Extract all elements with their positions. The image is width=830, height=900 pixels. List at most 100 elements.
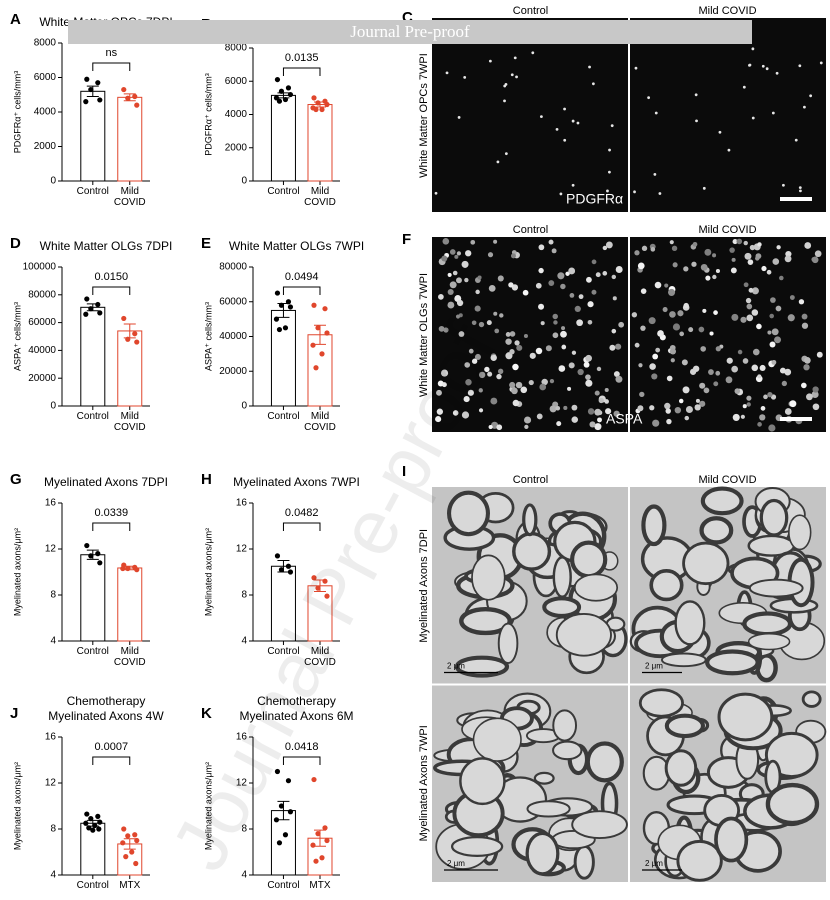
cell <box>615 343 622 350</box>
cell <box>583 361 590 368</box>
cell <box>694 93 698 97</box>
chart-title: Chemotherapy <box>257 694 336 708</box>
cell <box>727 148 731 152</box>
significance-bracket <box>92 286 131 295</box>
y-tick-label: 40000 <box>219 331 247 342</box>
cell <box>563 138 567 142</box>
axon <box>552 740 583 761</box>
cell <box>715 268 720 274</box>
chart-title: Chemotherapy <box>67 694 146 708</box>
panel-letter: I <box>402 463 406 480</box>
cell <box>812 403 820 411</box>
cell <box>631 312 638 318</box>
cell <box>606 189 609 193</box>
cell <box>560 283 566 290</box>
cell <box>674 406 682 414</box>
cell <box>801 322 809 329</box>
cell <box>772 258 780 265</box>
cell <box>611 328 617 334</box>
axon <box>472 717 522 762</box>
bar <box>270 309 296 407</box>
data-point <box>315 325 321 331</box>
cell <box>488 284 496 292</box>
cell <box>683 302 689 309</box>
error-bar <box>123 838 136 850</box>
cell <box>681 359 688 366</box>
cell <box>555 128 559 131</box>
cell <box>484 366 490 373</box>
cell <box>486 320 492 326</box>
cell <box>803 364 810 371</box>
cell <box>587 301 594 308</box>
error-bar <box>277 92 290 99</box>
cell <box>541 378 548 386</box>
cell <box>806 393 813 401</box>
x-tick-label: Mild COVID <box>113 646 146 668</box>
cell <box>640 325 646 331</box>
y-tick-label: 0 <box>241 401 247 412</box>
banner <box>68 20 752 44</box>
cell <box>461 411 470 419</box>
cell <box>515 75 518 79</box>
y-tick-label: 60000 <box>28 317 56 328</box>
axon <box>497 622 519 665</box>
cell <box>615 375 623 383</box>
cell <box>608 148 611 152</box>
y-tick-label: 20000 <box>28 373 56 384</box>
data-point <box>274 553 281 559</box>
cell <box>509 381 516 389</box>
cell <box>604 387 609 393</box>
data-point <box>310 842 316 848</box>
cell <box>545 345 552 352</box>
cell <box>447 288 454 296</box>
significance-bracket <box>282 522 321 531</box>
cell <box>664 283 669 288</box>
cell <box>771 359 777 365</box>
cell <box>665 408 671 414</box>
axon <box>526 800 571 818</box>
cell <box>761 64 765 68</box>
data-point <box>285 85 292 91</box>
data-point <box>311 302 317 308</box>
data-point <box>324 101 330 108</box>
x-tick-label: Mild COVID <box>113 411 146 433</box>
cell <box>782 183 785 187</box>
cell <box>685 405 693 414</box>
cell <box>490 354 497 361</box>
cell <box>505 338 512 345</box>
significance-bracket <box>92 756 131 765</box>
cell <box>571 404 578 411</box>
cell <box>751 287 759 295</box>
cell <box>666 418 672 425</box>
axon <box>717 692 774 742</box>
data-point <box>324 330 330 336</box>
cell <box>496 424 503 431</box>
cell <box>740 316 747 323</box>
x-tick-label-box: Mild COVID <box>304 186 336 208</box>
cell <box>455 314 461 319</box>
cell <box>588 65 591 69</box>
cell <box>589 421 596 428</box>
cell <box>776 245 781 250</box>
data-point <box>322 578 328 584</box>
cell <box>811 256 819 264</box>
data-point <box>282 832 289 838</box>
cell <box>613 371 620 378</box>
x-tick-label-box: Mild COVID <box>113 411 146 433</box>
cell <box>769 313 774 319</box>
x-tick-label-box: Control <box>267 880 299 891</box>
cell <box>505 332 511 337</box>
cell <box>703 387 710 394</box>
y-axis-label: ASPA⁺ cells/mm³ <box>203 302 213 371</box>
cell <box>702 186 706 190</box>
cell <box>751 309 759 316</box>
significance-label: 0.0150 <box>94 271 128 283</box>
panel-letter: E <box>201 235 211 252</box>
cell <box>678 398 684 404</box>
cell <box>804 242 812 249</box>
cell <box>499 313 504 318</box>
column-label: Control <box>513 5 548 17</box>
cell <box>478 388 483 393</box>
cell <box>712 274 717 280</box>
cell <box>688 327 694 333</box>
